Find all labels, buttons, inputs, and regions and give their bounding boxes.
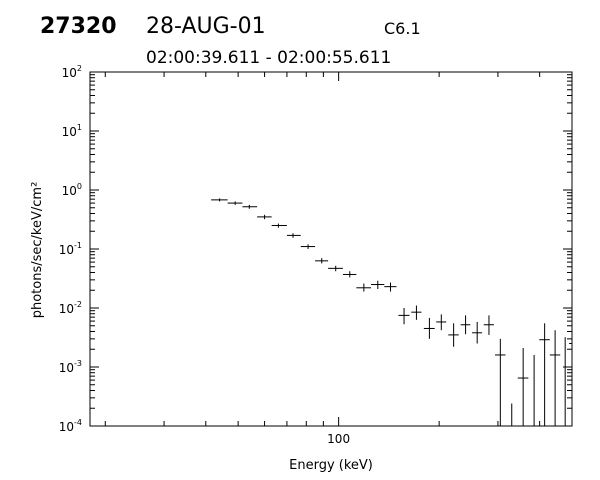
data-point [356, 283, 371, 292]
y-tick-label: 10-1 [59, 241, 82, 257]
time-range: 02:00:39.611 - 02:00:55.611 [146, 48, 392, 68]
data-point [495, 338, 506, 426]
x-tick-label: 100 [327, 432, 350, 446]
data-point [483, 315, 495, 335]
data-point [569, 343, 572, 345]
data-point [549, 330, 561, 426]
data-point [211, 198, 228, 202]
data-point [398, 308, 410, 325]
data-point [460, 315, 471, 335]
data-point [517, 347, 529, 426]
data-point [257, 214, 272, 220]
data-point [227, 201, 243, 205]
data-point [300, 244, 316, 249]
y-axis-label: photons/sec/keV/cm² [30, 182, 45, 319]
data-point [271, 223, 287, 228]
axis-tick-labels: 100 102 101 100 10-1 10-2 10-3 10-4 [59, 64, 350, 446]
data-point [411, 305, 422, 320]
data-point [342, 271, 357, 278]
data-point [286, 233, 301, 238]
event-id: 27320 [40, 14, 117, 39]
data-point [384, 282, 397, 292]
data-point [423, 317, 435, 339]
data-point [328, 265, 343, 272]
data-point [315, 258, 329, 264]
data-point [539, 323, 550, 426]
data-points [211, 198, 572, 426]
y-tick-label: 10-2 [59, 300, 82, 316]
data-point [436, 314, 447, 331]
x-axis-label: Energy (keV) [289, 458, 373, 473]
data-point [448, 323, 459, 347]
y-tick-label: 101 [62, 123, 82, 139]
y-tick-label: 100 [62, 182, 82, 198]
data-point [370, 280, 385, 289]
axis-ticks [90, 71, 573, 427]
y-tick-label: 102 [62, 64, 82, 80]
y-tick-label: 10-3 [59, 359, 82, 375]
data-point [472, 321, 483, 344]
event-date: 28-AUG-01 [146, 14, 266, 39]
y-tick-label: 10-4 [59, 418, 82, 434]
plot-frame [89, 71, 573, 427]
goes-class: C6.1 [384, 19, 421, 38]
data-point [242, 204, 258, 209]
